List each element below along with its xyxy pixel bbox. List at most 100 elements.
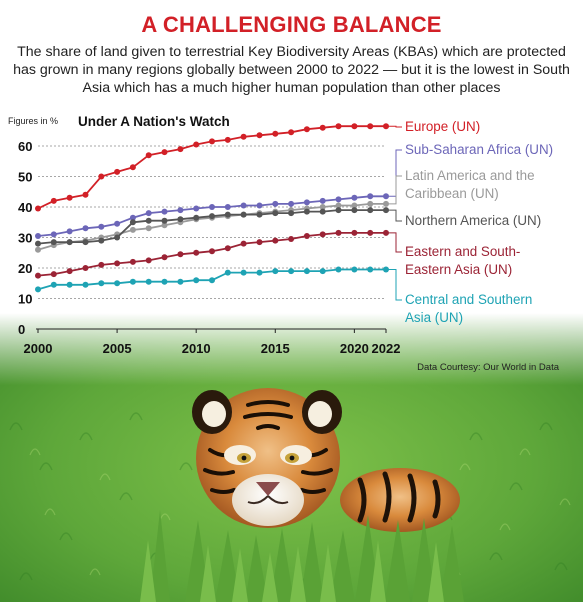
data-point xyxy=(50,231,57,238)
data-point xyxy=(129,214,136,221)
data-point xyxy=(303,126,310,133)
series-1 xyxy=(35,193,389,239)
data-point xyxy=(224,211,231,218)
data-point xyxy=(383,193,389,200)
data-point xyxy=(82,265,89,271)
y-axis-label: Figures in % xyxy=(8,116,58,126)
data-point xyxy=(209,248,215,255)
data-point xyxy=(288,210,295,217)
data-point xyxy=(335,202,342,209)
data-point xyxy=(114,168,121,175)
data-point xyxy=(256,132,263,139)
data-point xyxy=(319,197,326,204)
data-point xyxy=(303,208,310,215)
x-tick-label: 2022 xyxy=(372,341,401,356)
series-0 xyxy=(35,123,389,212)
data-point xyxy=(335,229,342,236)
data-point xyxy=(50,197,57,204)
data-point xyxy=(161,208,168,215)
data-point xyxy=(177,278,184,285)
data-point xyxy=(161,278,168,285)
data-point xyxy=(303,233,310,239)
axis-ticks: 0 10 20 30 40 50 60 2000 2005 2010 2015 2020 2022 xyxy=(18,139,400,356)
data-point xyxy=(193,277,200,284)
data-point xyxy=(209,213,215,220)
data-point xyxy=(193,214,200,221)
data-point xyxy=(288,268,295,275)
data-point xyxy=(98,173,105,180)
data-point xyxy=(114,280,121,287)
data-point xyxy=(240,133,247,140)
y-tick-label: 40 xyxy=(18,200,32,215)
legend-connector xyxy=(388,232,402,253)
data-point xyxy=(129,219,136,226)
data-point xyxy=(129,226,136,233)
data-point xyxy=(66,194,73,201)
data-point xyxy=(383,266,389,273)
data-point xyxy=(129,258,136,265)
data-credit: Data Courtesy: Our World in Data xyxy=(417,362,559,373)
page-subtitle: The share of land given to terrestrial K… xyxy=(13,44,570,96)
data-point xyxy=(177,251,184,258)
data-point xyxy=(35,286,41,293)
data-point xyxy=(50,239,57,246)
data-point xyxy=(351,123,358,130)
data-point xyxy=(272,268,279,275)
data-point xyxy=(66,281,73,288)
y-tick-label: 30 xyxy=(18,231,32,246)
data-point xyxy=(240,269,247,276)
legend-item: Eastern and South- Eastern Asia (UN) xyxy=(405,243,577,279)
data-point xyxy=(319,204,326,210)
data-point xyxy=(383,123,389,130)
data-point xyxy=(288,129,295,136)
data-point xyxy=(351,229,358,236)
data-point xyxy=(193,141,200,148)
data-point xyxy=(240,202,247,209)
data-point xyxy=(35,246,41,253)
data-point xyxy=(161,149,168,156)
data-point xyxy=(272,200,279,207)
data-point xyxy=(177,207,184,214)
data-point xyxy=(50,271,57,278)
data-point xyxy=(82,225,89,232)
data-point xyxy=(319,231,326,238)
series-4 xyxy=(35,229,389,279)
grid-lines xyxy=(36,145,386,330)
data-point xyxy=(224,136,231,143)
y-tick-label: 50 xyxy=(18,170,32,185)
data-point xyxy=(82,281,89,288)
data-point xyxy=(272,210,279,217)
data-point xyxy=(114,220,121,227)
legend-item: Northern America (UN) xyxy=(405,212,577,230)
data-point xyxy=(351,202,358,209)
data-point xyxy=(114,234,121,241)
data-point xyxy=(288,200,295,207)
chart-title: Under A Nation's Watch xyxy=(78,114,230,129)
x-tick-label: 2020 xyxy=(340,341,369,356)
legend-label: Europe (UN) xyxy=(405,119,481,134)
data-point xyxy=(335,123,342,130)
data-point xyxy=(177,146,184,153)
data-point xyxy=(256,239,263,246)
data-point xyxy=(161,222,168,229)
data-point xyxy=(98,261,105,268)
legend-label: Latin America and the xyxy=(405,168,535,183)
data-point xyxy=(98,280,105,287)
data-point xyxy=(114,260,121,267)
data-point xyxy=(319,124,326,131)
data-point xyxy=(66,239,73,246)
data-point xyxy=(209,204,215,210)
data-point xyxy=(383,207,389,214)
data-point xyxy=(98,223,105,230)
data-point xyxy=(256,269,263,276)
data-point xyxy=(367,266,374,273)
data-point xyxy=(256,211,263,218)
data-point xyxy=(161,254,168,261)
data-point xyxy=(129,278,136,285)
page-title: A CHALLENGING BALANCE xyxy=(141,12,442,37)
data-point xyxy=(35,233,41,239)
data-point xyxy=(335,207,342,214)
data-point xyxy=(240,211,247,218)
data-point xyxy=(193,205,200,212)
